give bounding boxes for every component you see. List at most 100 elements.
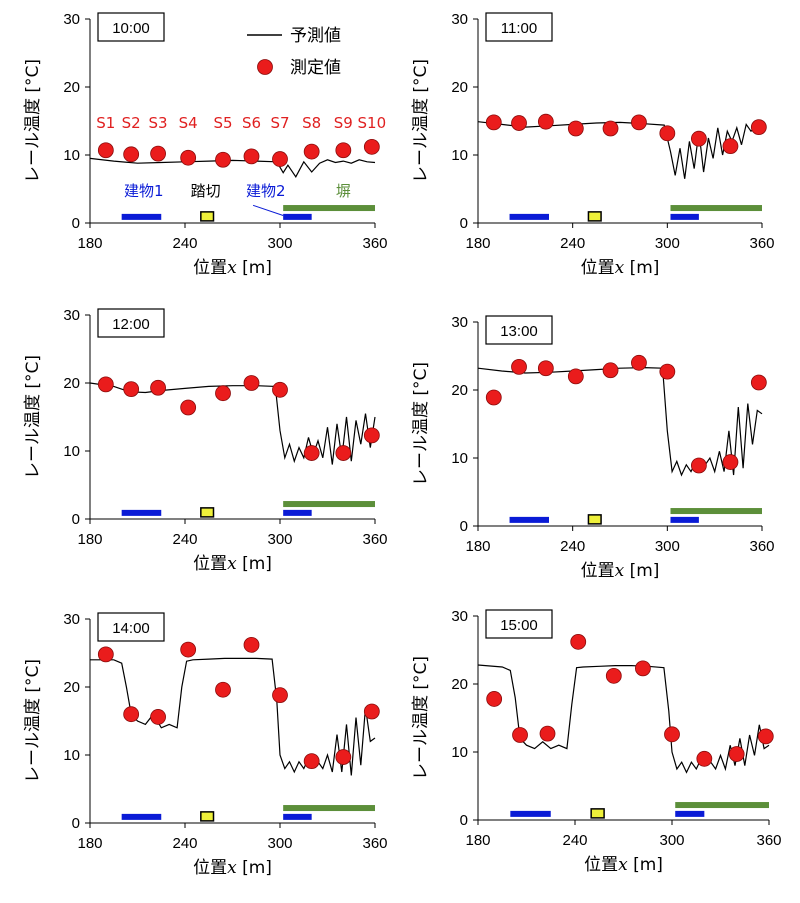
y-tick-label: 10 <box>63 443 80 460</box>
measured-point <box>512 727 528 743</box>
building1-bar <box>509 516 549 523</box>
building2-leader <box>252 204 284 216</box>
y-tick-label: 20 <box>451 382 468 399</box>
crossing-marker <box>200 811 215 822</box>
time-label: 11:00 <box>501 20 537 37</box>
measured-point <box>303 143 320 160</box>
x-axis-label-unit: [m] <box>624 561 659 581</box>
station-label: S2 <box>122 114 141 132</box>
measured-point <box>485 389 502 406</box>
y-axis-label: レール温度 [°C] <box>23 659 43 783</box>
x-tick-label: 360 <box>362 235 387 252</box>
x-axis-label: 位置x [m] <box>581 561 660 581</box>
measured-point <box>180 149 197 166</box>
x-axis-label-var: x <box>618 855 628 875</box>
measured-point <box>602 362 619 379</box>
time-label: 14:00 <box>112 620 150 637</box>
measured-point <box>690 457 707 474</box>
measured-point <box>215 151 231 168</box>
building2-bar <box>283 213 312 220</box>
embankment-bar <box>283 501 375 508</box>
panel-1400: 0 10 20 30 180 240 300 360 レール温度 [°C] 位置x [m] 14:0… <box>23 611 388 878</box>
station-label: S6 <box>242 114 261 132</box>
measured-point <box>335 142 352 159</box>
x-axis-label-var: x <box>615 258 625 278</box>
y-tick-label: 10 <box>451 744 468 761</box>
station-label: S1 <box>96 114 115 132</box>
panel-1100: 0 10 20 30 180 240 300 360 レール温度 [°C] 位置x [m] 11:0… <box>411 11 775 278</box>
x-tick-label: 240 <box>172 835 197 852</box>
measured-point <box>511 115 527 131</box>
building1-bar <box>510 810 551 817</box>
y-axis-label: レール温度 [°C] <box>411 362 431 486</box>
measured-point <box>567 368 584 385</box>
predicted-line <box>477 664 770 774</box>
y-tick-label: 0 <box>72 215 80 232</box>
x-axis-label-main: 位置 <box>584 855 618 875</box>
y-tick-label: 20 <box>451 79 468 96</box>
building2-bar <box>675 810 705 817</box>
y-tick-label: 20 <box>63 79 80 96</box>
x-tick-label: 300 <box>659 832 684 849</box>
x-axis-label: 位置x [m] <box>193 258 272 278</box>
embankment-bar <box>670 508 762 515</box>
measured-point <box>485 114 502 131</box>
x-tick-label: 240 <box>172 531 197 548</box>
building2-bar <box>670 213 699 220</box>
x-axis-label-var: x <box>227 554 237 574</box>
x-axis-label-unit: [m] <box>628 855 663 875</box>
y-tick-label: 10 <box>451 450 468 467</box>
x-tick-label: 180 <box>77 235 102 252</box>
x-axis-label: 位置x [m] <box>581 258 660 278</box>
measured-point <box>537 113 554 130</box>
x-tick-label: 300 <box>655 235 680 252</box>
x-tick-label: 300 <box>655 538 680 555</box>
predicted-line <box>477 121 763 179</box>
panel-1200: 0 10 20 30 180 240 300 360 レール温度 [°C] 位置x [m] 12:0… <box>23 307 388 574</box>
measured-point <box>335 749 352 765</box>
measured-point <box>97 376 114 393</box>
y-tick-label: 30 <box>63 11 80 28</box>
measured-point <box>180 641 197 658</box>
x-axis-label-var: x <box>227 858 237 878</box>
measured-point <box>243 148 260 165</box>
y-tick-label: 20 <box>63 679 80 696</box>
y-tick-label: 30 <box>451 314 468 331</box>
measured-point <box>602 120 619 137</box>
y-tick-label: 10 <box>63 147 80 164</box>
measured-point <box>539 725 556 742</box>
y-tick-label: 20 <box>63 375 80 392</box>
measured-point <box>659 125 676 142</box>
measured-point <box>243 375 260 391</box>
x-tick-label: 180 <box>465 832 490 849</box>
time-label-box <box>97 308 165 338</box>
y-tick-label: 0 <box>460 215 468 232</box>
y-tick-label: 0 <box>460 812 468 829</box>
measured-point <box>272 151 288 167</box>
predicted-line <box>477 366 763 477</box>
measured-point <box>303 753 320 770</box>
legend-measured-label: 測定値 <box>290 58 341 78</box>
measured-point <box>272 381 288 398</box>
measured-point <box>728 746 745 762</box>
x-tick-label: 360 <box>362 531 387 548</box>
measured-point <box>486 691 503 707</box>
building2-bar <box>283 813 312 820</box>
measured-point <box>664 726 680 743</box>
measured-point <box>123 706 140 723</box>
measured-point <box>123 146 140 163</box>
x-axis-label-unit: [m] <box>237 554 272 574</box>
y-axis-label: レール温度 [°C] <box>411 656 431 780</box>
station-label: S3 <box>149 114 168 132</box>
measured-point <box>757 728 774 745</box>
x-axis-label-main: 位置 <box>193 554 227 574</box>
measured-point <box>750 374 767 391</box>
y-tick-label: 30 <box>63 307 80 324</box>
x-axis-label-unit: [m] <box>237 858 272 878</box>
measured-point <box>635 660 651 677</box>
measured-point <box>722 454 739 470</box>
time-label: 10:00 <box>112 20 150 37</box>
measured-point <box>363 703 380 720</box>
building1-bar <box>121 813 162 820</box>
legend-predicted-label: 予測値 <box>290 26 341 46</box>
